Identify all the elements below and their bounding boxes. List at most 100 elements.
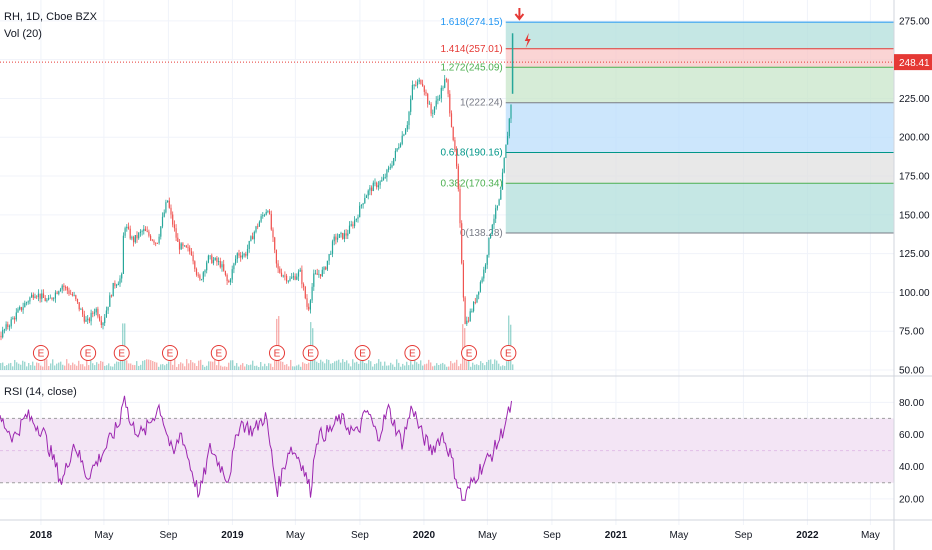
fib-zone xyxy=(505,22,894,49)
volume-bar xyxy=(114,363,116,370)
volume-bar xyxy=(44,359,46,370)
candle-body xyxy=(384,177,386,179)
candle-body xyxy=(212,259,215,264)
candle-body xyxy=(393,157,395,166)
volume-bar xyxy=(376,363,378,370)
candle-body xyxy=(496,205,498,209)
time-tick-label: 2019 xyxy=(221,530,244,541)
volume-bar xyxy=(128,363,130,370)
candle-body xyxy=(473,301,475,312)
candle-body xyxy=(398,147,400,149)
volume-bar xyxy=(490,359,492,370)
candle-body xyxy=(394,150,396,158)
candle-body xyxy=(388,167,390,170)
candle-body xyxy=(495,208,497,219)
volume-bar xyxy=(458,366,460,370)
volume-bar xyxy=(448,366,450,370)
candle-body xyxy=(279,268,281,273)
volume-bar xyxy=(36,362,38,370)
candle-body xyxy=(478,291,480,295)
current-price-label: 248.41 xyxy=(899,58,930,69)
candle-body xyxy=(354,220,356,227)
volume-bar xyxy=(136,361,138,370)
volume-bar xyxy=(256,365,258,370)
candle-body xyxy=(29,297,31,302)
price-tick-label: 75.00 xyxy=(899,327,924,338)
volume-bar xyxy=(206,365,208,370)
candle-body xyxy=(415,85,417,86)
volume-bar xyxy=(410,361,412,370)
candle-body xyxy=(143,228,145,232)
candle-body xyxy=(364,197,366,204)
candle-body xyxy=(252,236,254,240)
candle-body xyxy=(481,278,483,283)
candle-body xyxy=(301,269,303,285)
volume-bar xyxy=(394,366,396,370)
candle-body xyxy=(287,280,289,282)
candle-body xyxy=(71,294,73,296)
candle-body xyxy=(153,240,155,243)
candle-body xyxy=(228,280,230,283)
candle-body xyxy=(275,249,277,264)
candle-body xyxy=(126,226,128,229)
candle-body xyxy=(299,269,301,272)
candle-body xyxy=(449,93,451,114)
volume-bar xyxy=(402,363,404,370)
volume-bar xyxy=(396,359,398,370)
fib-level-label: 0.382(170.34) xyxy=(440,178,502,189)
candle-body xyxy=(401,135,403,144)
candle-body xyxy=(350,224,352,226)
volume-bar xyxy=(468,360,470,370)
candle-body xyxy=(34,296,36,298)
volume-bar xyxy=(364,362,366,370)
candle-body xyxy=(359,205,361,218)
volume-bar xyxy=(280,361,282,370)
volume-bar xyxy=(334,361,336,370)
time-tick-label: 2021 xyxy=(605,530,628,541)
volume-bar xyxy=(430,362,432,370)
volume-bar xyxy=(70,365,72,370)
candle-body xyxy=(82,309,84,315)
volume-bar xyxy=(492,363,494,370)
volume-bar xyxy=(152,361,154,370)
symbol-title: RH, 1D, Cboe BZX xyxy=(4,11,97,23)
volume-bar xyxy=(162,364,164,370)
volume-bar xyxy=(416,362,418,370)
candle-body xyxy=(365,195,368,198)
volume-bar xyxy=(498,363,500,370)
candle-body xyxy=(444,79,446,88)
volume-bar xyxy=(274,360,276,370)
volume-bar xyxy=(270,363,272,370)
volume-bar xyxy=(340,362,342,370)
candle-body xyxy=(325,267,327,270)
candle-body xyxy=(27,301,29,303)
volume-bar xyxy=(440,363,442,370)
volume-bar xyxy=(4,366,6,370)
candle-body xyxy=(112,282,114,297)
candle-body xyxy=(53,298,55,300)
volume-bar xyxy=(72,362,74,370)
candle-body xyxy=(8,326,11,328)
candle-body xyxy=(335,236,337,240)
candle-body xyxy=(173,224,175,229)
volume-bar xyxy=(130,363,132,370)
candle-body xyxy=(454,140,456,150)
candle-body xyxy=(420,79,422,84)
candle-body xyxy=(483,269,485,279)
candle-body xyxy=(241,255,243,258)
volume-bar xyxy=(140,364,142,370)
candle-body xyxy=(7,324,9,327)
volume-bar xyxy=(76,365,78,370)
rsi-tick-label: 60.00 xyxy=(899,430,924,441)
candle-body xyxy=(337,237,339,240)
volume-bar xyxy=(258,366,260,370)
volume-bar xyxy=(302,362,304,370)
candle-body xyxy=(466,320,468,324)
candle-body xyxy=(148,231,150,236)
volume-bar xyxy=(506,361,508,370)
volume-bar xyxy=(460,363,462,370)
volume-bar xyxy=(26,366,28,370)
candle-body xyxy=(127,226,130,229)
volume-bar xyxy=(68,363,70,370)
